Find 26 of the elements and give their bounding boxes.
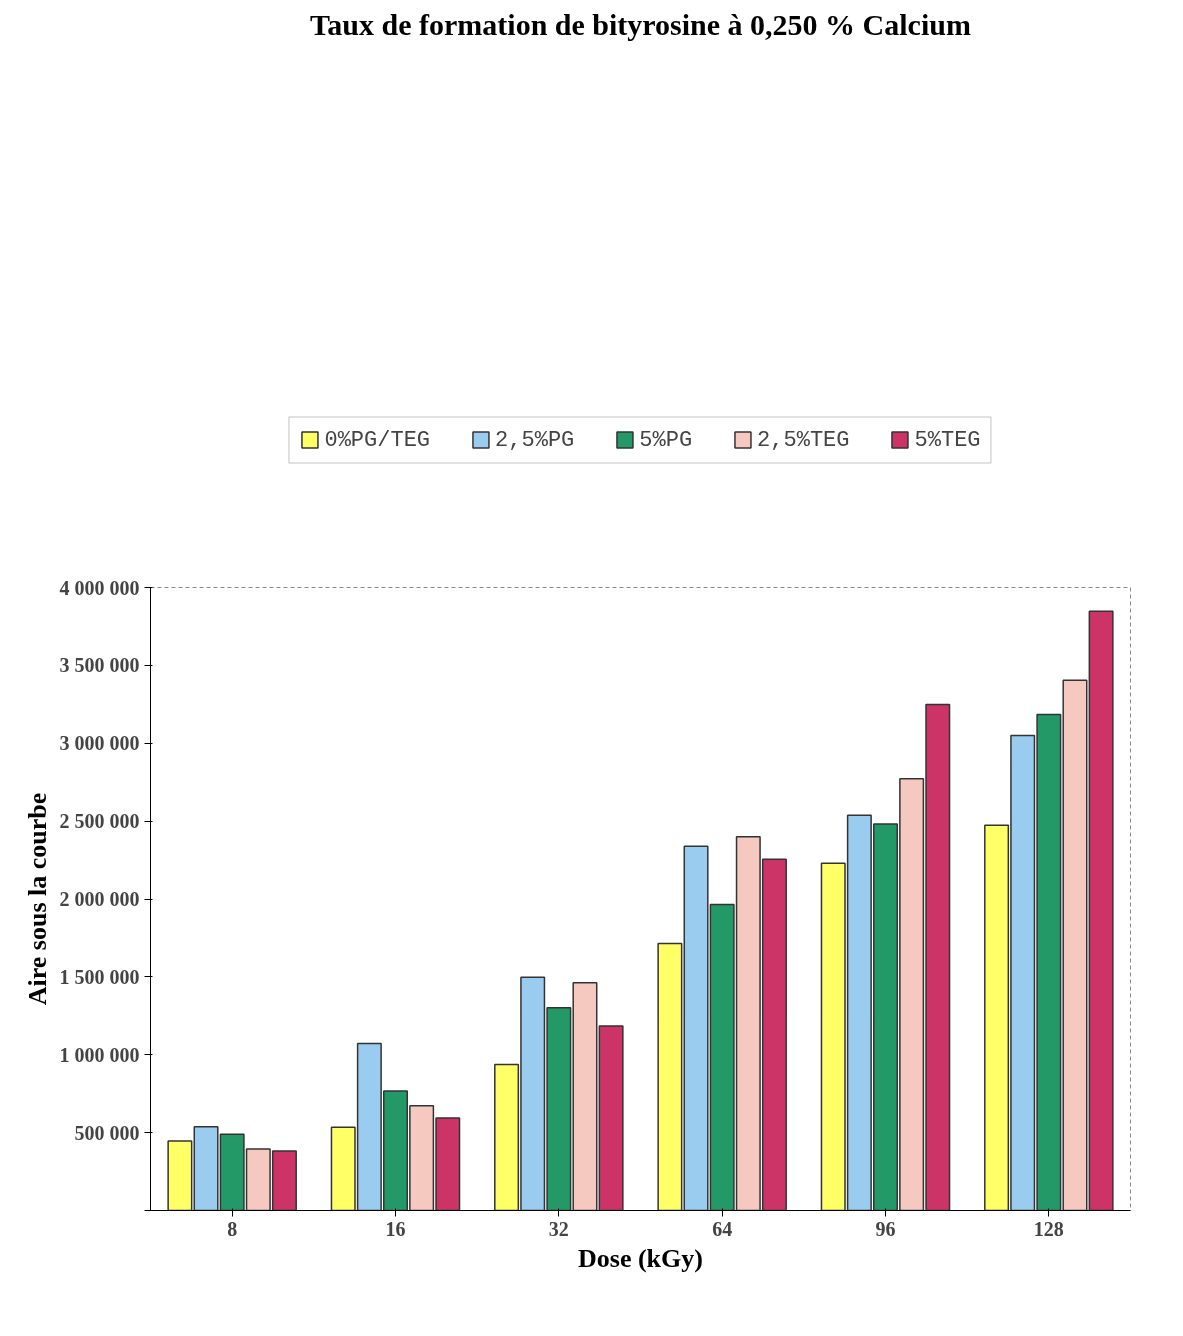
y-axis-title: Aire sous la courbe bbox=[22, 792, 52, 1006]
bar bbox=[598, 1025, 624, 1211]
legend-label: 5%PG bbox=[639, 427, 693, 453]
chart-title: Taux de formation de bityrosine à 0,250 % Calcium bbox=[310, 7, 971, 41]
y-tick-label: 4 000 000 bbox=[59, 576, 140, 599]
x-tick-label: 128 bbox=[1033, 1217, 1064, 1240]
y-tick-label: 3 000 000 bbox=[59, 732, 140, 755]
bar bbox=[657, 942, 683, 1211]
x-tick-label: 16 bbox=[385, 1217, 406, 1240]
legend-label: 2,5%TEG bbox=[757, 427, 850, 453]
x-axis-title: Dose (kGy) bbox=[578, 1243, 703, 1273]
y-tick-label: 1 500 000 bbox=[59, 965, 140, 988]
y-tick-label: 3 500 000 bbox=[59, 654, 140, 677]
x-tick-label: 32 bbox=[548, 1217, 569, 1240]
x-tick-label: 8 bbox=[227, 1217, 238, 1240]
bar bbox=[1088, 610, 1114, 1211]
legend-label: 2,5%PG bbox=[495, 427, 575, 453]
legend-label: 0%PG/TEG bbox=[324, 427, 431, 453]
y-tick-label: 2 500 000 bbox=[59, 810, 140, 833]
bar bbox=[167, 1140, 193, 1211]
y-tick-label: 2 000 000 bbox=[59, 888, 140, 910]
y-tick-label: 1 000 000 bbox=[59, 1043, 140, 1066]
y-tick-label: 500 000 bbox=[74, 1121, 140, 1144]
x-tick-label: 64 bbox=[712, 1217, 733, 1240]
x-tick-label: 96 bbox=[875, 1217, 896, 1240]
legend-label: 5%TEG bbox=[914, 427, 981, 453]
